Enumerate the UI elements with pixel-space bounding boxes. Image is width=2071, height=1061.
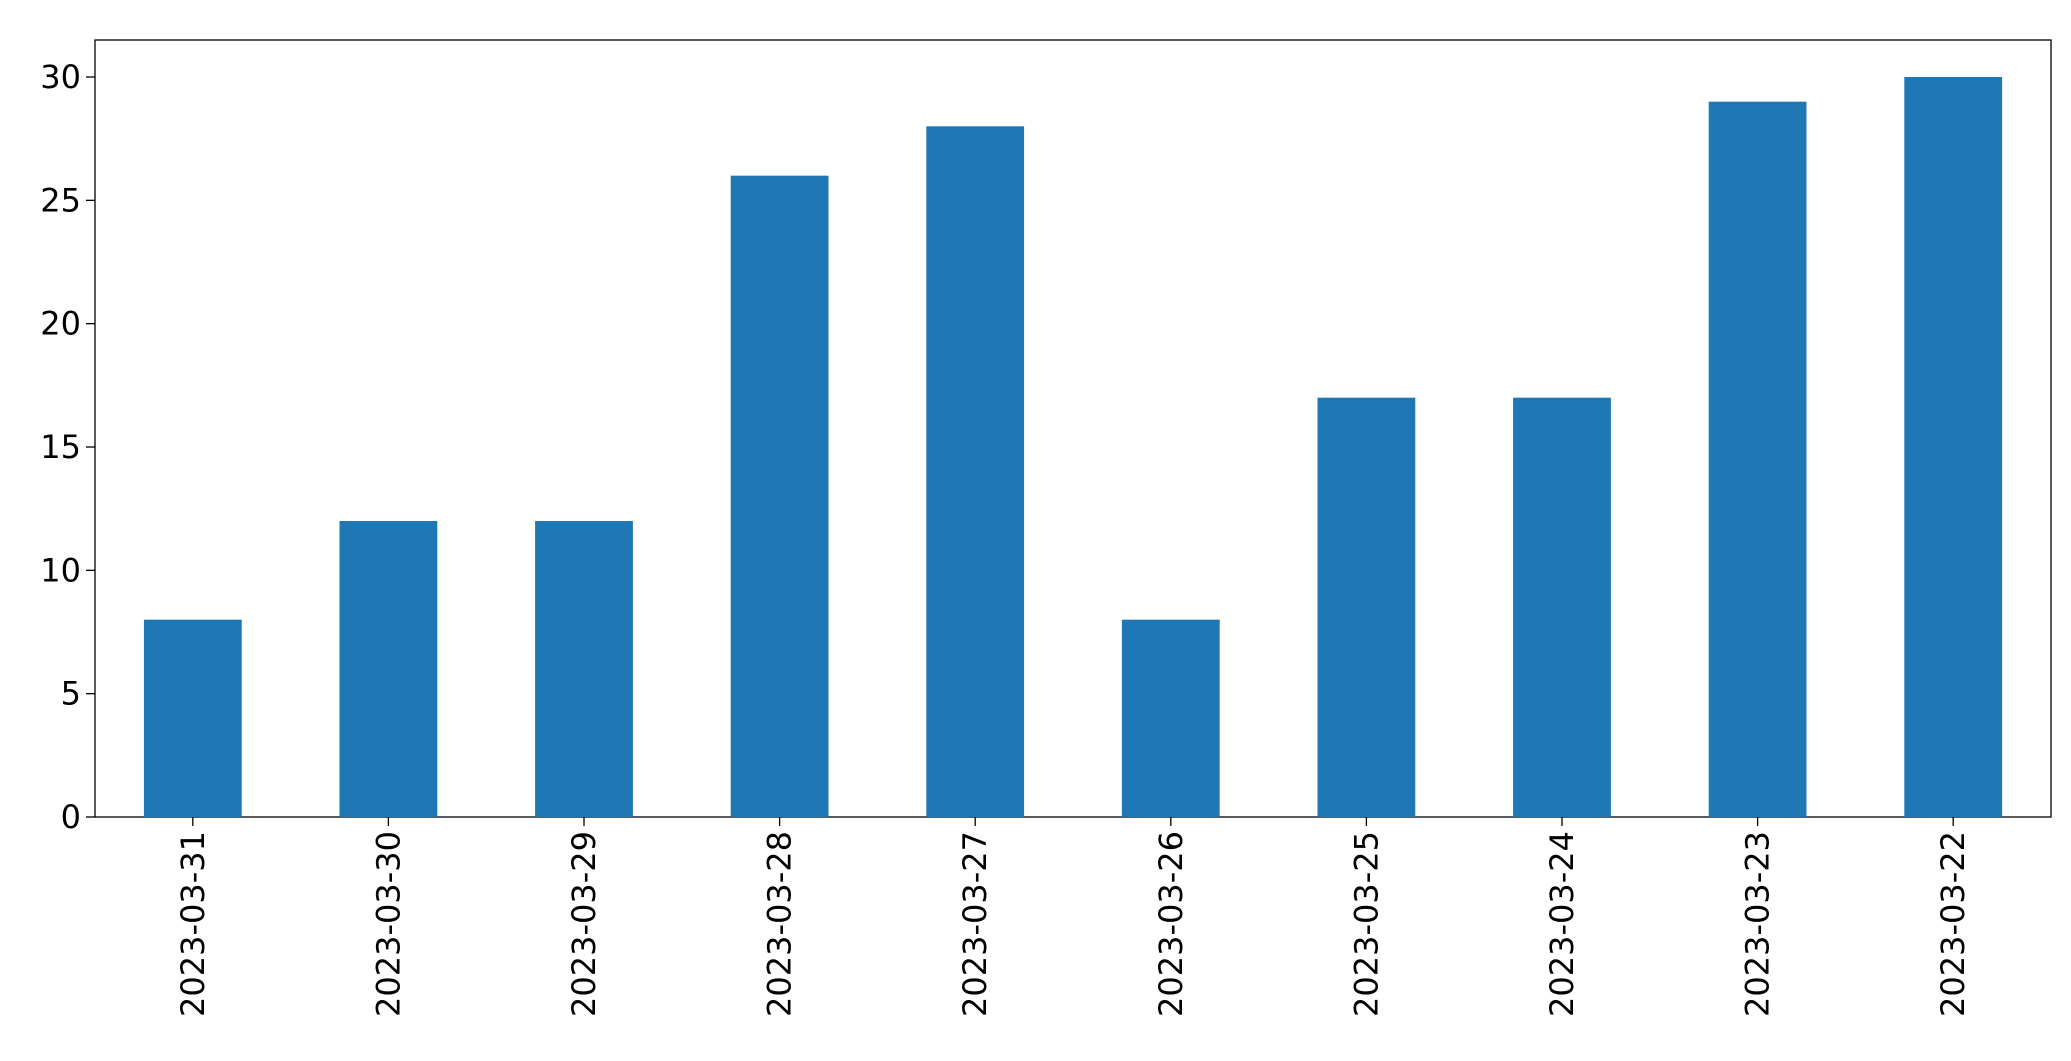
y-tick-label: 10 bbox=[40, 551, 81, 589]
x-tick-label: 2023-03-26 bbox=[1152, 831, 1190, 1017]
y-tick-label: 15 bbox=[40, 428, 81, 466]
y-tick-label: 5 bbox=[61, 675, 81, 713]
bar bbox=[1317, 397, 1416, 817]
bar bbox=[926, 126, 1025, 818]
x-tick-label: 2023-03-25 bbox=[1347, 831, 1385, 1017]
bar bbox=[1904, 77, 2003, 817]
x-tick-label: 2023-03-23 bbox=[1739, 831, 1777, 1017]
x-tick-label: 2023-03-28 bbox=[761, 831, 799, 1017]
y-tick-label: 25 bbox=[40, 181, 81, 219]
x-tick-label: 2023-03-24 bbox=[1543, 831, 1581, 1017]
bar bbox=[1513, 397, 1611, 817]
x-tick-label: 2023-03-29 bbox=[565, 831, 603, 1017]
bar bbox=[535, 521, 633, 817]
y-tick-label: 30 bbox=[40, 58, 81, 96]
x-tick-label: 2023-03-27 bbox=[956, 831, 994, 1017]
bar bbox=[730, 175, 829, 817]
y-tick-label: 0 bbox=[61, 798, 81, 836]
bar bbox=[143, 619, 242, 817]
bar bbox=[1121, 619, 1220, 817]
x-tick-label: 2023-03-22 bbox=[1934, 831, 1972, 1017]
bar bbox=[1708, 101, 1807, 817]
x-tick-label: 2023-03-30 bbox=[369, 831, 407, 1017]
y-tick-label: 20 bbox=[40, 305, 81, 343]
x-tick-label: 2023-03-31 bbox=[174, 831, 212, 1017]
plot-frame bbox=[94, 39, 2052, 818]
bar bbox=[339, 521, 438, 817]
